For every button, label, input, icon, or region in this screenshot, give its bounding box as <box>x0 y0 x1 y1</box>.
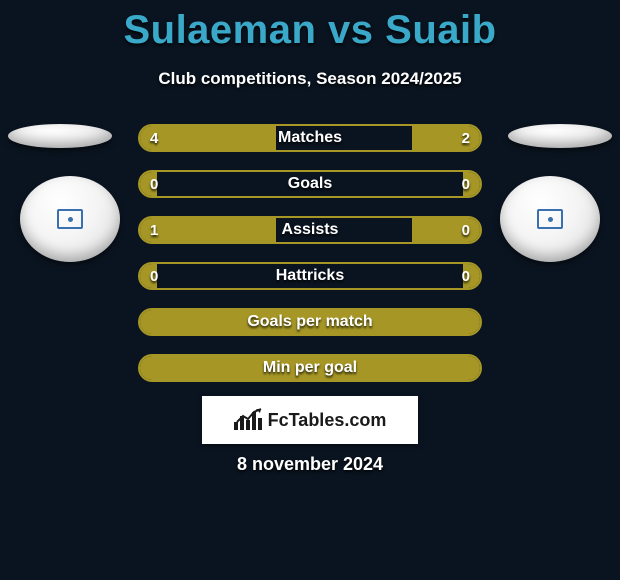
comparison-row: 42Matches <box>138 124 482 152</box>
comparison-row: 00Hattricks <box>138 262 482 290</box>
row-label: Goals <box>140 172 480 196</box>
trend-line-icon <box>236 408 262 426</box>
player-left-oval-top <box>8 124 112 148</box>
badge-dot-icon <box>548 217 553 222</box>
row-label: Hattricks <box>140 264 480 288</box>
subtitle: Club competitions, Season 2024/2025 <box>0 69 620 89</box>
date-label: 8 november 2024 <box>0 454 620 475</box>
comparison-row: Min per goal <box>138 354 482 382</box>
player-right-badge-icon <box>537 209 563 229</box>
logo-text: FcTables.com <box>268 410 387 431</box>
logo-box: FcTables.com <box>202 396 418 444</box>
comparison-rows: 42Matches 00Goals 10Assists 00Hattricks Goal… <box>138 124 482 400</box>
row-label: Assists <box>140 218 480 242</box>
player-right-oval <box>500 176 600 262</box>
player-left-badge-icon <box>57 209 83 229</box>
row-label: Goals per match <box>140 310 480 334</box>
comparison-row: 10Assists <box>138 216 482 244</box>
row-label: Matches <box>140 126 480 150</box>
row-label: Min per goal <box>140 356 480 380</box>
badge-dot-icon <box>68 217 73 222</box>
comparison-row: 00Goals <box>138 170 482 198</box>
player-left-oval <box>20 176 120 262</box>
bars-icon <box>234 410 262 430</box>
comparison-row: Goals per match <box>138 308 482 336</box>
page-title: Sulaeman vs Suaib <box>0 0 620 53</box>
player-right-oval-top <box>508 124 612 148</box>
